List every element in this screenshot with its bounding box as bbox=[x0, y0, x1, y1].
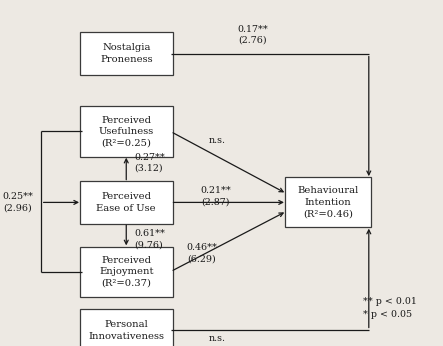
Text: 0.27**
(3.12): 0.27** (3.12) bbox=[134, 153, 165, 173]
Text: 0.46**
(6.29): 0.46** (6.29) bbox=[186, 243, 217, 263]
Text: Personal
Innovativeness: Personal Innovativeness bbox=[88, 320, 164, 341]
FancyBboxPatch shape bbox=[80, 32, 173, 75]
Text: 0.17**
(2.76): 0.17** (2.76) bbox=[237, 25, 268, 45]
FancyBboxPatch shape bbox=[80, 246, 173, 297]
Text: n.s.: n.s. bbox=[209, 136, 225, 145]
FancyBboxPatch shape bbox=[80, 181, 173, 224]
Text: 0.61**
(9.76): 0.61** (9.76) bbox=[134, 229, 165, 249]
FancyBboxPatch shape bbox=[284, 177, 371, 228]
FancyBboxPatch shape bbox=[80, 309, 173, 346]
Text: Nostalgia
Proneness: Nostalgia Proneness bbox=[100, 43, 152, 64]
Text: Perceived
Enjoyment
(R²=0.37): Perceived Enjoyment (R²=0.37) bbox=[99, 256, 154, 288]
FancyBboxPatch shape bbox=[80, 107, 173, 156]
Text: 0.25**
(2.96): 0.25** (2.96) bbox=[2, 192, 33, 212]
Text: Perceived
Usefulness
(R²=0.25): Perceived Usefulness (R²=0.25) bbox=[99, 116, 154, 147]
Text: ** p < 0.01
* p < 0.05: ** p < 0.01 * p < 0.05 bbox=[363, 297, 417, 319]
Text: Behavioural
Intention
(R²=0.46): Behavioural Intention (R²=0.46) bbox=[297, 186, 358, 218]
Text: Perceived
Ease of Use: Perceived Ease of Use bbox=[97, 192, 156, 213]
Text: 0.21**
(2.87): 0.21** (2.87) bbox=[200, 186, 231, 207]
Text: n.s.: n.s. bbox=[209, 334, 225, 343]
